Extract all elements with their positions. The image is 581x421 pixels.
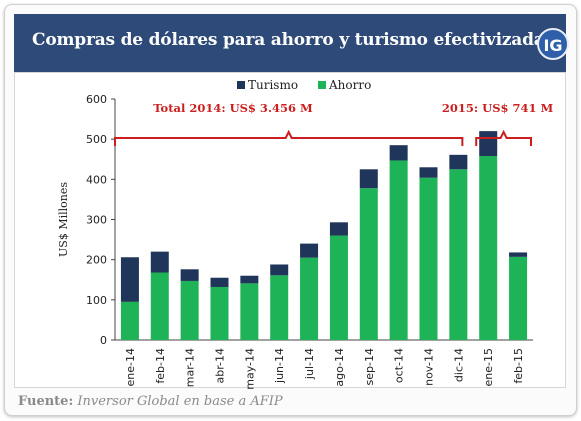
legend-label-turismo: Turismo: [248, 78, 298, 92]
bar-turismo: [479, 131, 498, 157]
x-tick-label: feb-14: [154, 348, 167, 384]
x-tick-label: ene-14: [124, 348, 137, 386]
source-label: Fuente:: [18, 394, 74, 409]
x-tick-label: mar-14: [184, 348, 197, 387]
y-axis-label: US$ Millones: [57, 182, 70, 257]
bar-turismo: [419, 167, 438, 178]
chart-title: Compras de dólares para ahorro y turismo…: [32, 30, 554, 50]
x-tick-label: may-14: [243, 348, 256, 389]
x-tick-label: feb-15: [512, 348, 525, 384]
annotation-bracket: [475, 129, 532, 146]
legend-swatch-ahorro: [318, 81, 326, 89]
chart-area: 0 100 200 300 400 500 600 US$ Millones ene-14 feb…: [14, 72, 566, 389]
y-tick-label: 0: [100, 334, 107, 347]
annotation-label: Total 2014: US$ 3.456 M: [153, 101, 313, 115]
bar-turismo: [359, 169, 378, 189]
legend-swatch-turismo: [237, 81, 245, 89]
x-tick-label: nov-14: [423, 348, 436, 386]
y-tick-label: 200: [86, 254, 107, 267]
source-note: Fuente: Inversor Global en base a AFIP: [18, 394, 283, 409]
x-tick-label: jul-14: [303, 348, 316, 380]
bar-turismo: [329, 222, 348, 236]
bar-turismo: [449, 154, 468, 170]
chart-header: Compras de dólares para ahorro y turismo…: [14, 14, 569, 72]
x-tick-label: ene-15: [482, 348, 495, 386]
bar-ahorro: [120, 301, 139, 340]
bar-turismo: [270, 264, 289, 276]
x-tick-label: jun-14: [273, 348, 286, 384]
bar-ahorro: [359, 188, 378, 340]
x-tick-label: oct-14: [393, 348, 406, 383]
y-tick-label: 400: [86, 173, 107, 186]
bar-ahorro: [509, 256, 528, 340]
bar-ahorro: [270, 275, 289, 340]
bar-ahorro: [479, 156, 498, 340]
bar-turismo: [150, 251, 169, 273]
bar-turismo: [180, 269, 199, 281]
bar-turismo: [300, 243, 319, 258]
bar-ahorro: [419, 177, 438, 340]
x-tick-label: ago-14: [333, 348, 346, 387]
annotation-bracket: [114, 129, 464, 146]
legend-label-ahorro: Ahorro: [328, 78, 371, 92]
x-tick-label: sep-14: [363, 348, 376, 385]
inversor-global-logo: IG: [537, 28, 569, 60]
bar-turismo: [389, 145, 408, 161]
bar-turismo: [120, 257, 139, 302]
y-tick-label: 100: [86, 294, 107, 307]
bar-chart: 0 100 200 300 400 500 600 US$ Millones ene-14 feb…: [57, 78, 554, 389]
bar-turismo: [210, 277, 229, 287]
annotation-label: 2015: US$ 741 M: [442, 101, 554, 115]
source-text: Inversor Global en base a AFIP: [77, 394, 283, 409]
y-tick-label: 300: [86, 214, 107, 227]
bar-ahorro: [329, 235, 348, 340]
bar-ahorro: [240, 283, 259, 340]
bar-ahorro: [180, 280, 199, 340]
x-tick-label: abr-14: [214, 348, 227, 384]
bar-ahorro: [150, 272, 169, 340]
y-tick-label: 600: [86, 93, 107, 106]
bar-turismo: [509, 252, 528, 257]
bar-ahorro: [389, 160, 408, 340]
y-tick-label: 500: [86, 133, 107, 146]
bar-ahorro: [300, 257, 319, 340]
bar-turismo: [240, 275, 259, 284]
x-tick-label: dic-14: [452, 348, 465, 382]
bar-ahorro: [449, 169, 468, 340]
bar-ahorro: [210, 286, 229, 340]
